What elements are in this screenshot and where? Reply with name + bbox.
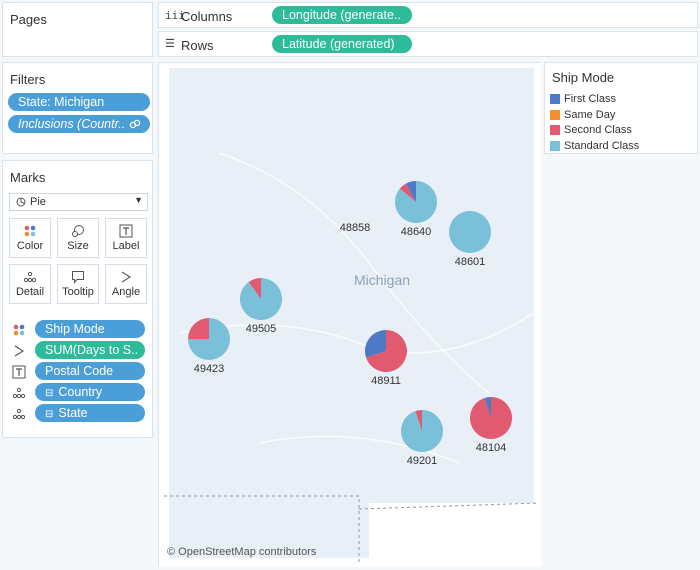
link-icon <box>129 119 141 129</box>
legend-swatch <box>550 141 560 151</box>
postal-code-label: 48858 <box>340 222 371 234</box>
legend-label: First Class <box>564 93 616 105</box>
color-button[interactable]: Color <box>9 218 51 258</box>
detail-button[interactable]: Detail <box>9 264 51 304</box>
rows-icon: ☰ <box>165 37 175 50</box>
legend-title: Ship Mode <box>552 70 615 85</box>
pages-panel: Pages <box>2 2 153 57</box>
postal-code-label: 48911 <box>371 375 401 387</box>
postal-code-label: 48640 <box>401 226 432 238</box>
field-ship-mode: Ship Mode <box>12 320 152 339</box>
pie-slice[interactable] <box>484 397 491 418</box>
pie-slice[interactable] <box>248 278 261 299</box>
land-area <box>169 68 534 558</box>
rows-label: Rows <box>181 38 214 53</box>
map-svg: Michigan 48858 48640 48601 49505 49423 48911 4… <box>159 63 541 567</box>
postal-code-label: 48104 <box>476 442 507 454</box>
columns-shelf[interactable]: iii Columns Longitude (generate.. <box>158 2 698 28</box>
pie-slice[interactable] <box>240 278 283 320</box>
pie-slice[interactable] <box>405 181 416 202</box>
country-pill-label: Country <box>58 385 103 399</box>
angle-button[interactable]: Angle <box>105 264 147 304</box>
legend-swatch <box>550 110 560 120</box>
legend-panel: Ship Mode First Class Same Day Second Cl… <box>544 62 698 154</box>
angle-icon <box>14 345 25 357</box>
detail-label: Detail <box>15 286 45 298</box>
lake-shore <box>159 233 167 323</box>
size-label: Size <box>67 240 89 252</box>
label-button[interactable]: Label <box>105 218 147 258</box>
map-attribution: © OpenStreetMap contributors <box>167 546 317 558</box>
collapse-icon: ⊟ <box>45 388 54 399</box>
road <box>258 435 460 464</box>
filters-title: Filters <box>10 72 46 87</box>
pie-slice[interactable] <box>366 330 407 373</box>
filter-inclusions[interactable]: Inclusions (Countr.. <box>8 115 150 133</box>
detail-icon <box>23 271 37 283</box>
size-button[interactable]: Size <box>57 218 99 258</box>
rows-shelf[interactable]: ☰ Rows Latitude (generated) <box>158 31 698 57</box>
columns-pill[interactable]: Longitude (generate.. <box>272 6 412 24</box>
state-pill[interactable]: ⊟ State <box>35 404 145 422</box>
pie-slice[interactable] <box>449 211 491 253</box>
ship-mode-pill[interactable]: Ship Mode <box>35 320 145 338</box>
marks-panel: Marks Pie ▼ Color Size Label <box>2 160 153 438</box>
rows-pill[interactable]: Latitude (generated) <box>272 35 412 53</box>
map-view[interactable]: Michigan 48858 48640 48601 49505 49423 48911 4… <box>158 62 541 567</box>
postal-code-label: 49423 <box>194 363 225 375</box>
pie-slice[interactable] <box>399 183 416 202</box>
collapse-icon: ⊟ <box>45 409 54 420</box>
filters-panel: Filters State: Michigan Inclusions (Coun… <box>2 62 153 154</box>
pie-slice[interactable] <box>415 410 422 431</box>
chevron-down-icon: ▼ <box>134 195 143 205</box>
color-label: Color <box>16 240 44 252</box>
postal-code-pill[interactable]: Postal Code <box>35 362 145 380</box>
country-pill[interactable]: ⊟ Country <box>35 383 145 401</box>
field-state: ⊟ State <box>12 404 152 423</box>
tooltip-button[interactable]: Tooltip <box>57 264 99 304</box>
pages-title: Pages <box>10 12 47 27</box>
legend-label: Second Class <box>564 124 632 136</box>
pie-slice[interactable] <box>188 318 209 339</box>
pie-icon <box>16 197 26 207</box>
size-icon <box>72 225 84 237</box>
label-icon <box>119 224 133 238</box>
filter-state[interactable]: State: Michigan <box>8 93 150 111</box>
legend-swatch <box>550 94 560 104</box>
color-icon <box>24 225 36 237</box>
days-to-ship-pill[interactable]: SUM(Days to S.. <box>35 341 145 359</box>
road <box>218 152 490 394</box>
filter-inclusions-label: Inclusions (Countr.. <box>18 117 126 131</box>
detail-icon <box>12 387 26 399</box>
marks-title: Marks <box>10 170 46 185</box>
postal-code-label: 49201 <box>407 455 438 467</box>
angle-label: Angle <box>111 286 141 298</box>
postal-code-label: 48601 <box>455 256 486 268</box>
tooltip-label: Tooltip <box>62 286 94 298</box>
road <box>178 312 535 354</box>
detail-icon <box>12 408 26 420</box>
postal-code-label: 49505 <box>246 323 277 335</box>
pie-slice[interactable] <box>365 330 386 358</box>
region-label: Michigan <box>354 272 410 288</box>
legend-label: Same Day <box>564 109 616 121</box>
label-icon <box>12 365 26 379</box>
state-border <box>164 495 540 565</box>
legend-label: Standard Class <box>564 140 640 152</box>
field-postal-code: Postal Code <box>12 362 152 381</box>
field-country: ⊟ Country <box>12 383 152 402</box>
angle-icon <box>121 271 132 283</box>
columns-label: Columns <box>181 9 233 24</box>
columns-icon: iii <box>165 9 185 22</box>
mark-type-select[interactable]: Pie ▼ <box>9 193 148 211</box>
state-pill-label: State <box>58 406 88 420</box>
pie-slice[interactable] <box>400 410 443 453</box>
field-days-to-ship: SUM(Days to S.. <box>12 341 152 360</box>
mark-type-label: Pie <box>30 196 46 208</box>
label-label: Label <box>112 240 140 252</box>
pie-slice[interactable] <box>469 397 512 440</box>
legend-swatch <box>550 125 560 135</box>
tooltip-icon <box>72 271 84 284</box>
color-icon <box>13 324 25 336</box>
